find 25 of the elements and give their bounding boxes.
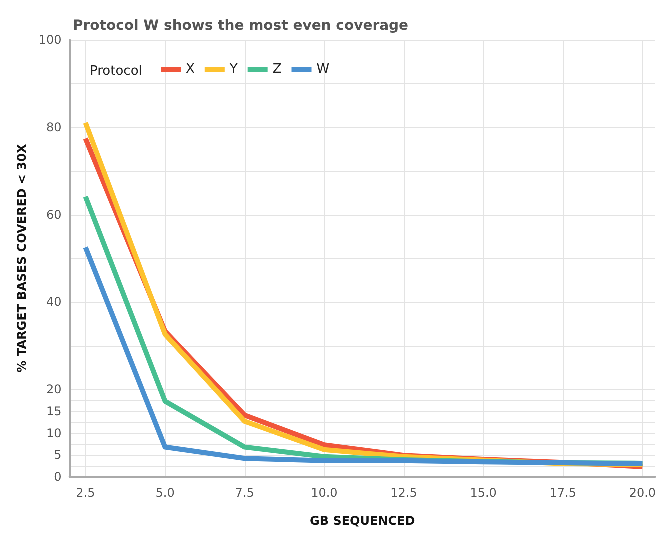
- x-tick-label: 2.5: [76, 486, 96, 500]
- legend-label: Y: [228, 62, 238, 77]
- legend-label: X: [186, 62, 195, 77]
- legend-label: W: [316, 62, 330, 77]
- y-tick-label: 40: [46, 295, 62, 310]
- x-tick-label: 10.0: [311, 486, 338, 500]
- y-tick-label: 5: [54, 448, 62, 462]
- y-tick-label: 100: [38, 33, 62, 47]
- x-tick-label: 17.5: [550, 486, 576, 500]
- y-axis-title: % TARGET BASES COVERED < 30X: [15, 144, 29, 373]
- x-axis-title: GB SEQUENCED: [310, 514, 416, 528]
- x-tick-label: 7.5: [235, 486, 254, 500]
- y-tick-label: 80: [46, 120, 62, 134]
- chart-title: Protocol W shows the most even coverage: [73, 18, 409, 34]
- x-tick-label: 20.0: [629, 486, 656, 500]
- x-tick-label: 15.0: [470, 486, 497, 500]
- y-tick-label: 10: [46, 426, 62, 440]
- legend-title: Protocol: [90, 64, 142, 79]
- legend-label: Z: [272, 62, 282, 77]
- x-tick-label: 5.0: [156, 486, 175, 500]
- y-tick-label: 15: [46, 404, 62, 418]
- y-tick-label: 60: [46, 208, 62, 222]
- y-tick-label: 20: [46, 382, 62, 397]
- y-tick-label: 0: [54, 470, 62, 484]
- x-tick-label: 12.5: [390, 486, 418, 500]
